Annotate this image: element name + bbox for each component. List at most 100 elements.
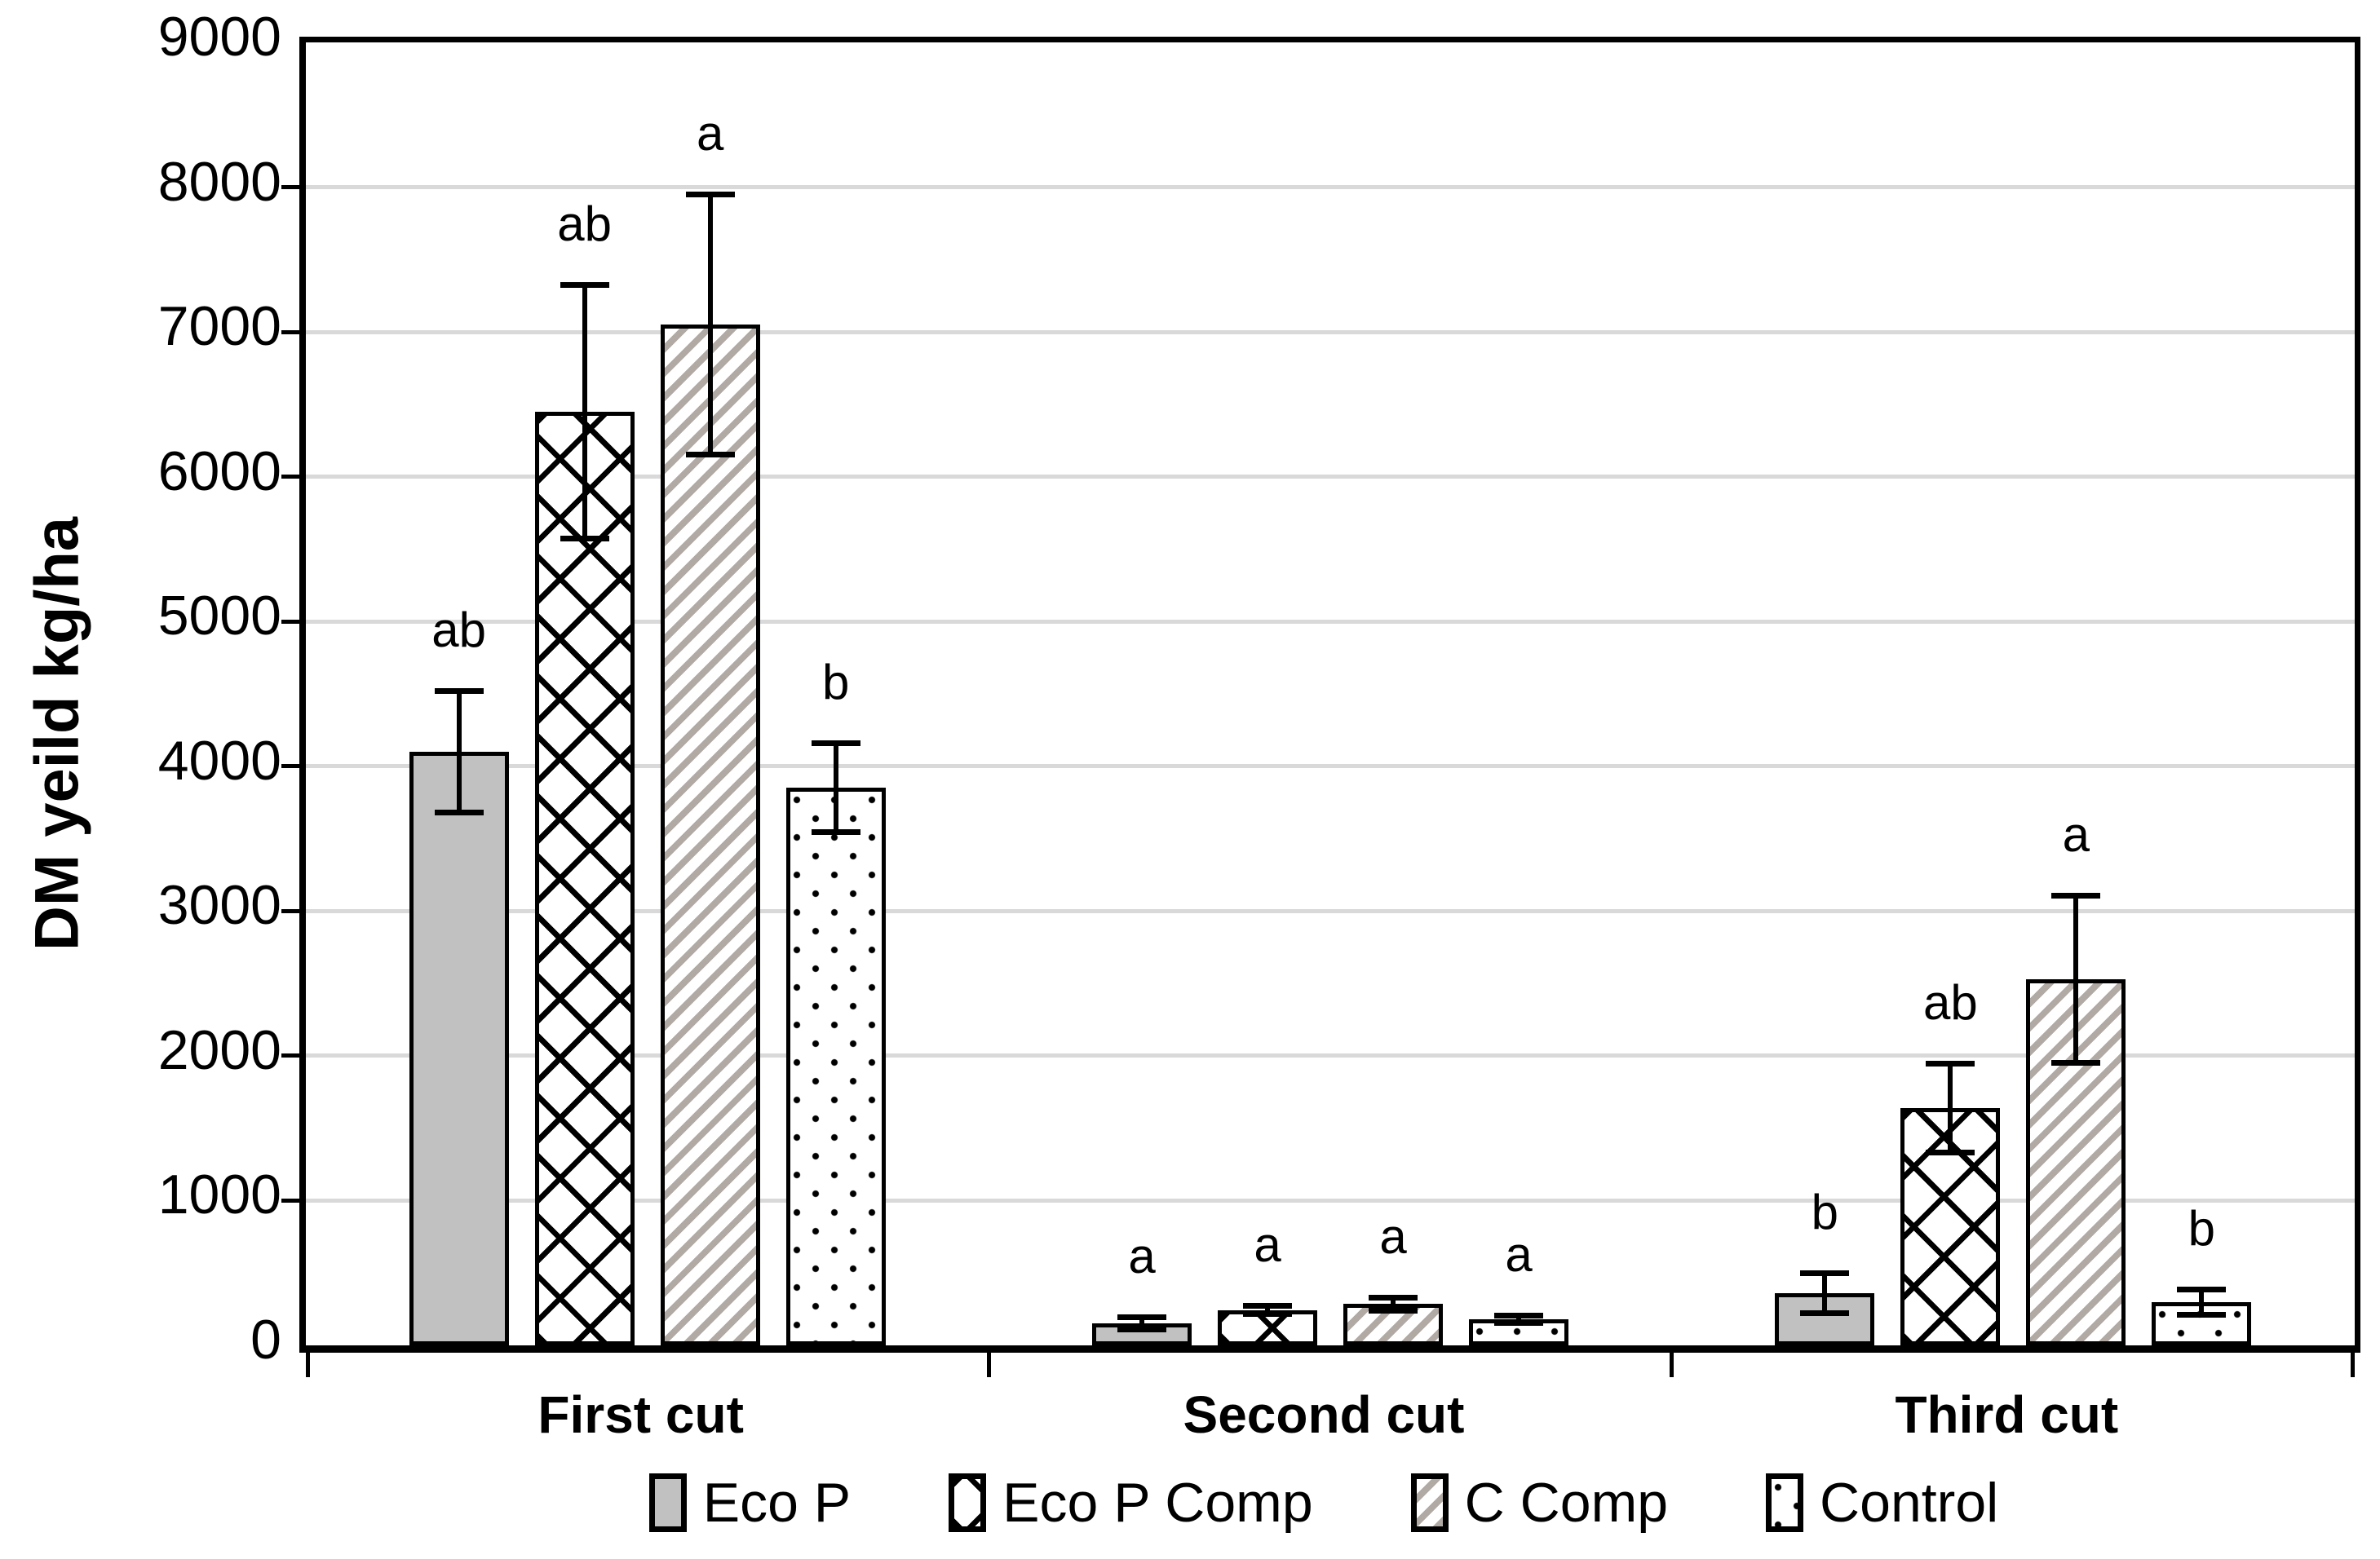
x-tick-boundary-3 — [2351, 1353, 2355, 1377]
category-label-first-cut: First cut — [537, 1385, 744, 1444]
category-label-second-cut: Second cut — [1183, 1385, 1465, 1444]
significance-label: b — [821, 655, 850, 710]
error-bar-cap-bottom — [2177, 1311, 2227, 1318]
x-tick-boundary-1 — [986, 1353, 991, 1377]
error-bar-cap-top — [1117, 1314, 1166, 1321]
y-tick-3000 — [281, 908, 299, 913]
significance-label: a — [1505, 1226, 1533, 1282]
error-bar-cap-top — [811, 740, 860, 747]
y-tick-label-4000: 4000 — [157, 729, 281, 792]
bar-control-0 — [785, 788, 886, 1345]
error-bar-cap-top — [1243, 1303, 1292, 1309]
error-bar-line — [1822, 1273, 1828, 1314]
error-bar-cap-top — [1494, 1312, 1543, 1318]
y-tick-7000 — [281, 329, 299, 334]
legend-item-eco-p: Eco P — [648, 1466, 852, 1539]
error-bar-cap-bottom — [1243, 1310, 1292, 1317]
error-bar-cap-bottom — [685, 452, 735, 458]
category-label-third-cut: Third cut — [1895, 1385, 2119, 1444]
error-bar-cap-bottom — [811, 829, 860, 836]
error-bar-cap-top — [2177, 1286, 2227, 1292]
gridline-4000 — [306, 764, 2355, 769]
significance-label: a — [696, 106, 724, 161]
gridline-7000 — [306, 329, 2355, 334]
gridline-2000 — [306, 1053, 2355, 1058]
error-bar-cap-top — [1926, 1060, 1975, 1067]
y-tick-label-7000: 7000 — [157, 295, 281, 358]
error-bar-cap-bottom — [1117, 1327, 1166, 1333]
error-bar-line — [1265, 1305, 1270, 1314]
error-bar-cap-top — [685, 192, 735, 198]
legend-swatch-solid-gray — [648, 1473, 687, 1532]
error-bar-line — [1391, 1296, 1396, 1312]
legend-swatch-diagonal-stripes — [1410, 1473, 1449, 1532]
plot-area: ab ab a b a a a a b ab a b — [281, 37, 2360, 1377]
error-bar-line — [833, 743, 838, 833]
error-bar-cap-bottom — [434, 809, 484, 815]
error-bar-cap-top — [1800, 1270, 1850, 1277]
y-tick-4000 — [281, 764, 299, 769]
significance-label: ab — [1922, 974, 1978, 1030]
error-bar-cap-bottom — [1494, 1320, 1543, 1327]
gridline-3000 — [306, 908, 2355, 913]
gridline-5000 — [306, 619, 2355, 624]
significance-label: a — [1128, 1229, 1156, 1284]
legend-item-c-comp: C Comp — [1410, 1466, 1669, 1539]
error-bar-line — [1139, 1317, 1144, 1331]
error-bar-line — [456, 691, 462, 813]
gridline-8000 — [306, 185, 2355, 190]
error-bar-line — [2073, 894, 2079, 1063]
y-tick-label-3000: 3000 — [157, 874, 281, 937]
error-bar-cap-bottom — [1926, 1149, 1975, 1155]
y-tick-1000 — [281, 1198, 299, 1203]
error-bar-cap-top — [2051, 892, 2101, 899]
y-tick-label-2000: 2000 — [157, 1018, 281, 1081]
y-tick-5000 — [281, 619, 299, 624]
significance-label: b — [2188, 1200, 2216, 1256]
error-bar-line — [707, 194, 713, 456]
legend-swatch-dots — [1766, 1473, 1804, 1532]
y-tick-2000 — [281, 1053, 299, 1058]
bar-eco-p-0 — [409, 752, 509, 1345]
significance-label: ab — [557, 196, 613, 251]
legend-label: Eco P — [702, 1472, 852, 1534]
y-tick-label-8000: 8000 — [157, 150, 281, 213]
legend-swatch-diamond-hatch — [949, 1473, 987, 1532]
significance-label: a — [1379, 1208, 1407, 1264]
error-bar-cap-bottom — [1800, 1309, 1850, 1316]
y-tick-label-5000: 5000 — [157, 585, 281, 647]
x-tick-boundary-2 — [1670, 1353, 1674, 1377]
error-bar-cap-bottom — [560, 536, 609, 541]
legend-label: Control — [1820, 1472, 1999, 1534]
error-bar-cap-top — [434, 688, 484, 695]
legend-label: C Comp — [1464, 1472, 1669, 1534]
error-bar-cap-top — [560, 281, 609, 288]
significance-label: b — [1811, 1185, 1839, 1240]
error-bar-line — [2199, 1288, 2205, 1315]
legend-label: Eco P Comp — [1002, 1472, 1313, 1534]
y-tick-label-1000: 1000 — [157, 1164, 281, 1226]
error-bar-cap-bottom — [1369, 1308, 1418, 1314]
error-bar-cap-bottom — [2051, 1059, 2101, 1066]
y-tick-8000 — [281, 185, 299, 190]
x-tick-boundary-0 — [306, 1353, 310, 1377]
bar-c-comp-0 — [660, 325, 760, 1345]
y-tick-label-9000: 9000 — [157, 6, 281, 68]
y-tick-6000 — [281, 475, 299, 479]
gridline-6000 — [306, 475, 2355, 479]
legend-item-eco-p-comp: Eco P Comp — [949, 1466, 1313, 1539]
error-bar-line — [582, 284, 587, 539]
error-bar-cap-top — [1369, 1294, 1418, 1301]
significance-label: a — [1254, 1217, 1281, 1273]
significance-label: a — [2062, 806, 2090, 862]
legend-item-control: Control — [1766, 1466, 1998, 1539]
legend: Eco P Eco P Comp C Comp Control — [299, 1458, 2348, 1548]
gridline-1000 — [306, 1198, 2355, 1203]
error-bar-line — [1948, 1062, 1953, 1153]
y-tick-label-6000: 6000 — [157, 439, 281, 502]
significance-label: ab — [431, 603, 487, 658]
y-tick-label-0: 0 — [250, 1309, 281, 1371]
bar-eco-p-comp-0 — [534, 411, 635, 1345]
error-bar-line — [1516, 1314, 1521, 1324]
